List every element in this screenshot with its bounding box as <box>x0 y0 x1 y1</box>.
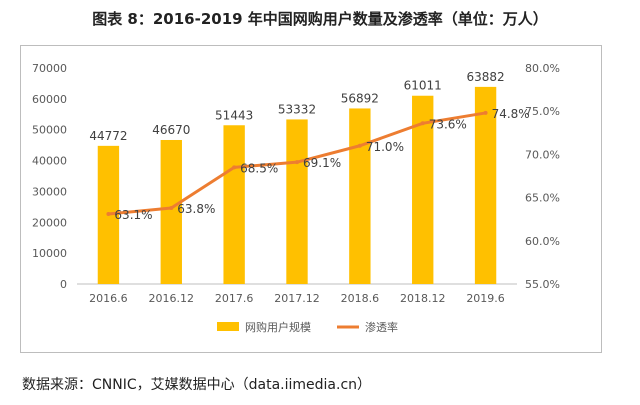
x-tick-label: 2019.6 <box>466 292 505 305</box>
legend-label-line: 渗透率 <box>365 320 398 334</box>
line-point <box>169 205 174 210</box>
bar-value-label: 44772 <box>89 129 127 143</box>
bar-value-label: 63882 <box>466 70 504 84</box>
line-value-label: 68.5% <box>240 161 278 175</box>
bar <box>412 95 434 284</box>
line-value-label: 63.8% <box>177 202 215 216</box>
y-right-tick-label: 70.0% <box>525 148 560 161</box>
bar-value-label: 53332 <box>278 102 316 116</box>
x-tick-label: 2017.6 <box>215 292 254 305</box>
bar-value-label: 51443 <box>215 108 253 122</box>
chart-title: 图表 8：2016-2019 年中国网购用户数量及渗透率（单位：万人） <box>92 10 548 28</box>
line-point <box>295 160 299 165</box>
x-tick-label: 2016.12 <box>149 292 195 305</box>
bar <box>474 86 497 284</box>
line-value-label: 74.8% <box>492 107 530 121</box>
legend-label-bar: 网购用户规模 <box>245 320 311 334</box>
y-left-tick-label: 30000 <box>32 185 67 198</box>
y-right-tick-label: 60.0% <box>525 235 560 248</box>
bar <box>160 139 182 284</box>
x-tick-label: 2017.12 <box>274 292 320 305</box>
line-value-label: 73.6% <box>429 117 467 131</box>
line-value-label: 69.1% <box>303 156 341 170</box>
bar <box>223 125 245 284</box>
line-point <box>357 143 362 148</box>
y-left-tick-label: 60000 <box>32 93 67 106</box>
y-left-tick-label: 40000 <box>32 155 67 168</box>
chart-frame: 0 10000 20000 30000 40000 50000 60000 70000 55.0… <box>20 45 602 353</box>
legend-swatch-bar <box>217 322 239 331</box>
data-source-note: 数据来源：CNNIC，艾媒数据中心（data.iimedia.cn） <box>22 377 372 393</box>
bar <box>286 119 308 285</box>
y-left-tick-label: 0 <box>60 278 67 291</box>
line-value-label: 71.0% <box>366 140 404 154</box>
y-left-tick-label: 10000 <box>32 247 67 260</box>
line-point <box>106 212 111 217</box>
y-left-tick-label: 50000 <box>32 124 67 137</box>
y-right-tick-label: 75.0% <box>525 105 560 118</box>
x-tick-label: 2018.12 <box>400 292 446 305</box>
y-right-tick-label: 55.0% <box>525 278 560 291</box>
line-value-label: 63.1% <box>114 208 152 222</box>
y-left-tick-label: 70000 <box>32 62 67 75</box>
bar <box>349 108 371 284</box>
x-tick-label: 2016.6 <box>89 292 128 305</box>
y-left-tick-label: 20000 <box>32 216 67 229</box>
x-tick-label: 2018.6 <box>341 292 380 305</box>
y-right-tick-label: 80.0% <box>525 62 560 75</box>
bar-value-label: 56892 <box>341 91 379 105</box>
line-point <box>420 121 425 126</box>
line-point <box>483 110 488 115</box>
bar-value-label: 46670 <box>152 123 190 137</box>
chart-svg: 0 10000 20000 30000 40000 50000 60000 70000 55.0… <box>32 62 560 334</box>
line-point <box>232 165 237 170</box>
y-right-tick-label: 65.0% <box>525 192 560 205</box>
bar-value-label: 61011 <box>404 79 442 93</box>
